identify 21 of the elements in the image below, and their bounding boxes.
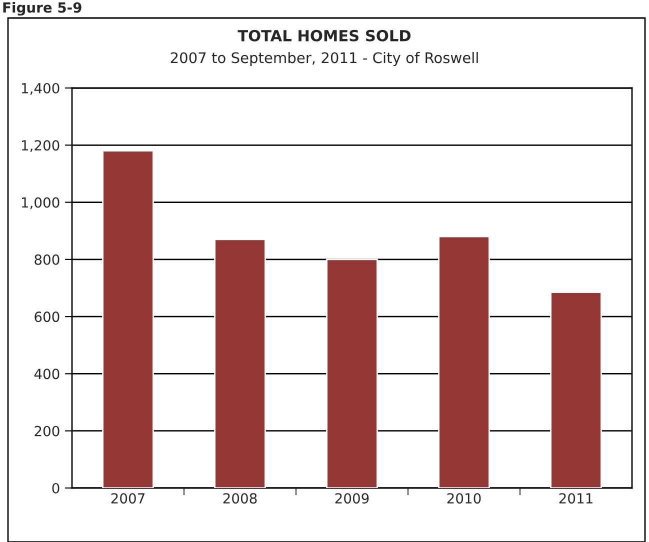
caption: Figure 5-9 xyxy=(3,2,82,16)
bar xyxy=(550,292,602,488)
x-tick-label: 2009 xyxy=(335,493,369,504)
x-tick-label: 2010 xyxy=(447,493,481,504)
bar xyxy=(102,150,154,488)
y-tick-label: 0 xyxy=(52,482,60,494)
chart-title: TOTAL HOMES SOLD xyxy=(238,30,411,42)
x-tick-label: 2007 xyxy=(111,493,144,504)
y-tick-label: 400 xyxy=(34,368,60,380)
y-tick-label: 200 xyxy=(34,426,60,436)
bar xyxy=(438,236,490,488)
bar xyxy=(326,258,378,488)
y-tick-label: 1,200 xyxy=(22,140,60,152)
x-tick-label: 2008 xyxy=(223,493,257,504)
y-tick-label: 1,000 xyxy=(22,197,60,210)
x-tick-label: 2011 xyxy=(559,493,592,504)
bar xyxy=(214,238,266,488)
chart-subtitle: 2007 to September, 2011 - City of Roswell xyxy=(170,52,478,66)
y-tick-label: 600 xyxy=(34,312,60,322)
y-tick-label: 1,400 xyxy=(22,82,60,95)
y-tick-label: 800 xyxy=(34,254,60,265)
